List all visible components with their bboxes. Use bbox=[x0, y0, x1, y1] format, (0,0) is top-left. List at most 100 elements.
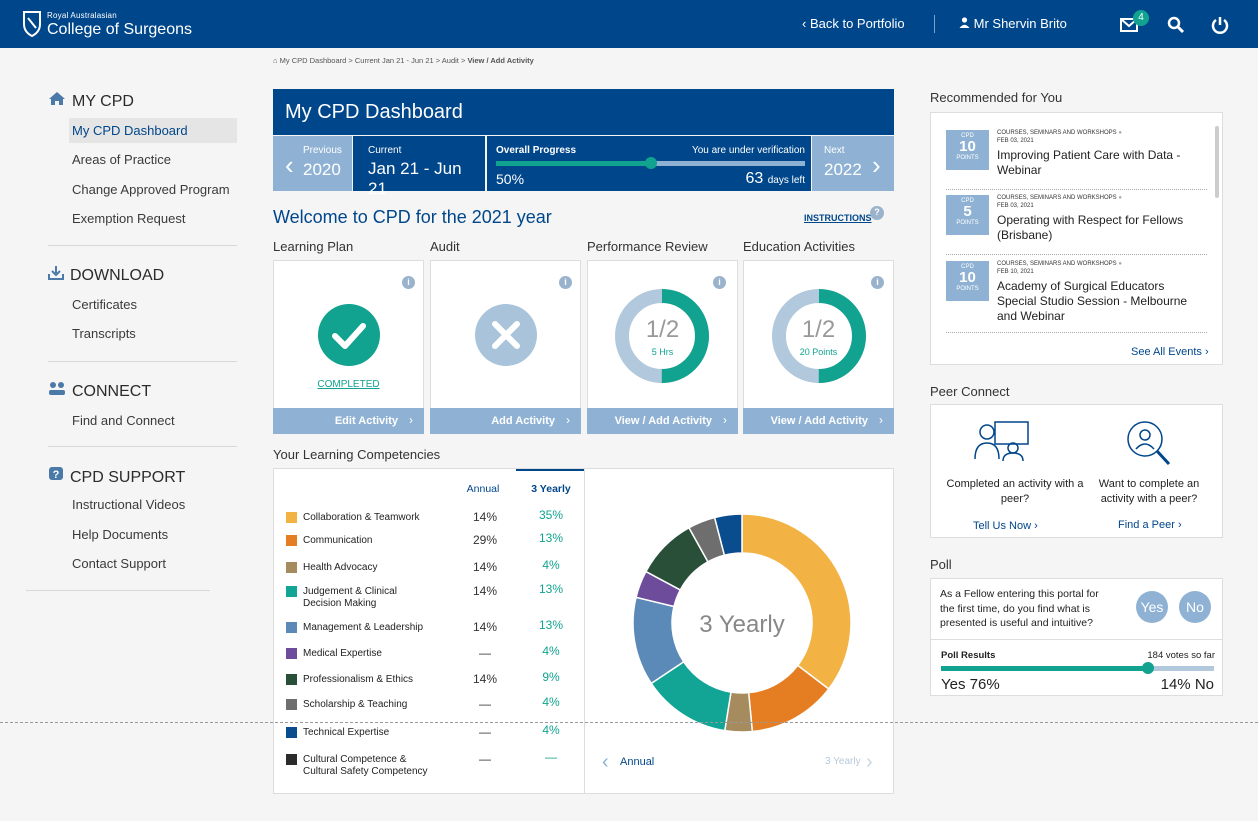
chevron-right-icon[interactable]: › bbox=[866, 751, 873, 773]
competency-name: Cultural Competence & Cultural Safety Co… bbox=[303, 754, 428, 777]
points-label: CPD bbox=[961, 198, 974, 204]
performance-hours: 5 Hrs bbox=[651, 347, 674, 357]
see-all-events-link[interactable]: See All Events › bbox=[1131, 346, 1209, 358]
check-circle-icon bbox=[318, 304, 380, 366]
yearly-value: 13% bbox=[538, 582, 564, 596]
poll-title: Poll bbox=[930, 557, 952, 572]
sidebar-item-exemption-request[interactable]: Exemption Request bbox=[72, 211, 186, 226]
previous-period-button[interactable]: ‹ Previous 2020 bbox=[273, 136, 352, 191]
event-date: FEB 03, 2021 bbox=[997, 203, 1034, 209]
points-value: 5 bbox=[963, 203, 972, 220]
edit-activity-button[interactable]: Edit Activity bbox=[273, 408, 424, 434]
competency-name: Professionalism & Ethics bbox=[303, 674, 414, 685]
breadcrumb-path[interactable]: My CPD Dashboard > Current Jan 21 - Jun … bbox=[279, 56, 468, 65]
next-label: Next bbox=[824, 145, 845, 156]
poll-result-knob bbox=[1142, 662, 1155, 674]
points-value: 10 bbox=[959, 269, 976, 286]
competency-name: Medical Expertise bbox=[303, 648, 382, 659]
find-a-peer-link[interactable]: Find a Peer › bbox=[1118, 519, 1182, 531]
sidebar-item-contact-support[interactable]: Contact Support bbox=[72, 556, 166, 571]
sidebar-divider bbox=[26, 590, 210, 591]
points-unit: POINTS bbox=[956, 220, 979, 226]
event-name[interactable]: Improving Patient Care with Data - Webin… bbox=[997, 148, 1181, 177]
sidebar-divider bbox=[48, 446, 237, 447]
info-icon[interactable]: i bbox=[402, 276, 415, 289]
home-icon[interactable]: ⌂ bbox=[273, 56, 278, 65]
power-icon[interactable] bbox=[1211, 16, 1229, 34]
help-icon[interactable]: ? bbox=[870, 206, 884, 220]
search-icon[interactable] bbox=[1167, 16, 1185, 34]
sidebar-item-transcripts[interactable]: Transcripts bbox=[72, 326, 136, 341]
completed-status[interactable]: COMPLETED bbox=[317, 379, 380, 390]
help-icon: ? bbox=[49, 467, 63, 481]
poll-yes-result: Yes 76% bbox=[941, 676, 1000, 693]
back-to-portfolio-link[interactable]: ‹ Back to Portfolio bbox=[802, 16, 905, 31]
competency-donut-chart bbox=[632, 513, 852, 733]
yearly-value: — bbox=[545, 750, 557, 764]
poll-yes-button[interactable]: Yes bbox=[1136, 591, 1168, 623]
sidebar-item-certificates[interactable]: Certificates bbox=[72, 297, 138, 312]
current-label: Current bbox=[368, 145, 402, 156]
education-progress-ring bbox=[772, 289, 866, 383]
view-add-activity-button[interactable]: View / Add Activity bbox=[743, 408, 894, 434]
competency-name: Scholarship & Teaching bbox=[303, 699, 408, 710]
column-annual[interactable]: Annual bbox=[466, 483, 500, 495]
chevron-right-icon: › bbox=[409, 413, 413, 427]
view-add-activity-button[interactable]: View / Add Activity bbox=[587, 408, 738, 434]
yearly-nav-link[interactable]: 3 Yearly bbox=[825, 756, 861, 767]
poll-votes-count: 184 votes so far bbox=[1147, 650, 1215, 661]
peer-connect-title: Peer Connect bbox=[930, 384, 1010, 399]
sidebar-item-instructional-videos[interactable]: Instructional Videos bbox=[72, 497, 186, 512]
chevron-right-icon: › bbox=[872, 150, 881, 180]
annual-value: 14% bbox=[472, 672, 498, 686]
days-left: 63 days left bbox=[746, 170, 806, 188]
heading-label: DOWNLOAD bbox=[70, 267, 165, 284]
yearly-value: 13% bbox=[538, 618, 564, 632]
page-title: My CPD Dashboard bbox=[285, 101, 463, 123]
breadcrumb: ⌂ My CPD Dashboard > Current Jan 21 - Ju… bbox=[273, 56, 534, 65]
user-menu[interactable]: Mr Shervin Brito bbox=[959, 16, 1067, 31]
competency-name: Collaboration & Teamwork bbox=[303, 512, 420, 523]
sidebar-item-help-documents[interactable]: Help Documents bbox=[72, 527, 169, 542]
education-points: 20 Points bbox=[799, 347, 838, 357]
button-label: Add Activity bbox=[491, 415, 555, 427]
card-title-performance-review: Performance Review bbox=[587, 239, 708, 254]
sidebar-item-my-cpd-dashboard[interactable]: My CPD Dashboard bbox=[72, 123, 188, 138]
instructions-link[interactable]: INSTRUCTIONS bbox=[804, 213, 872, 223]
sidebar-heading-connect: CONNECT bbox=[48, 381, 151, 401]
education-activities-card: i 1/2 20 Points View / Add Activity › bbox=[743, 260, 894, 434]
info-icon[interactable]: i bbox=[871, 276, 884, 289]
annual-value: — bbox=[479, 752, 491, 766]
heading-label: CONNECT bbox=[72, 383, 152, 400]
category-label: COURSES, SEMINARS AND WORKSHOPS bbox=[997, 195, 1117, 201]
event-name[interactable]: Operating with Respect for Fellows (Bris… bbox=[997, 213, 1184, 242]
scrollbar-thumb[interactable] bbox=[1215, 126, 1219, 198]
info-icon[interactable]: i bbox=[559, 276, 572, 289]
competencies-panel: Annual 3 Yearly Collaboration & Teamwork… bbox=[273, 468, 894, 794]
legend-swatch bbox=[286, 622, 297, 633]
yearly-value: 4% bbox=[542, 644, 560, 658]
sidebar-item-change-approved-program[interactable]: Change Approved Program bbox=[72, 182, 230, 197]
card-title-education-activities: Education Activities bbox=[743, 239, 856, 254]
performance-fraction: 1/2 bbox=[645, 316, 680, 343]
info-icon[interactable]: i bbox=[713, 276, 726, 289]
legend-swatch bbox=[286, 674, 297, 685]
breadcrumb-current: View / Add Activity bbox=[467, 56, 534, 65]
add-activity-button[interactable]: Add Activity bbox=[430, 408, 581, 434]
sidebar-item-areas-of-practice[interactable]: Areas of Practice bbox=[72, 152, 171, 167]
sidebar-item-find-and-connect[interactable]: Find and Connect bbox=[72, 413, 175, 428]
back-label: Back to Portfolio bbox=[809, 16, 905, 31]
next-period-button[interactable]: Next 2022 › bbox=[812, 136, 894, 191]
annual-nav-link[interactable]: Annual bbox=[620, 756, 655, 768]
heading-label: CPD SUPPORT bbox=[70, 469, 186, 486]
annual-value: — bbox=[479, 646, 491, 660]
poll-no-button[interactable]: No bbox=[1179, 591, 1211, 623]
peer-presentation-icon bbox=[974, 421, 1029, 462]
tell-us-now-link[interactable]: Tell Us Now › bbox=[973, 520, 1038, 532]
column-3-yearly[interactable]: 3 Yearly bbox=[531, 483, 571, 495]
chevron-left-icon[interactable]: ‹ bbox=[602, 751, 609, 773]
legend-swatch bbox=[286, 535, 297, 546]
peer-connect-panel: Completed an activity with a peer? Want … bbox=[930, 404, 1223, 538]
event-name[interactable]: Academy of Surgical Educators Special St… bbox=[997, 279, 1188, 323]
chevron-right-icon: › bbox=[1177, 519, 1182, 531]
